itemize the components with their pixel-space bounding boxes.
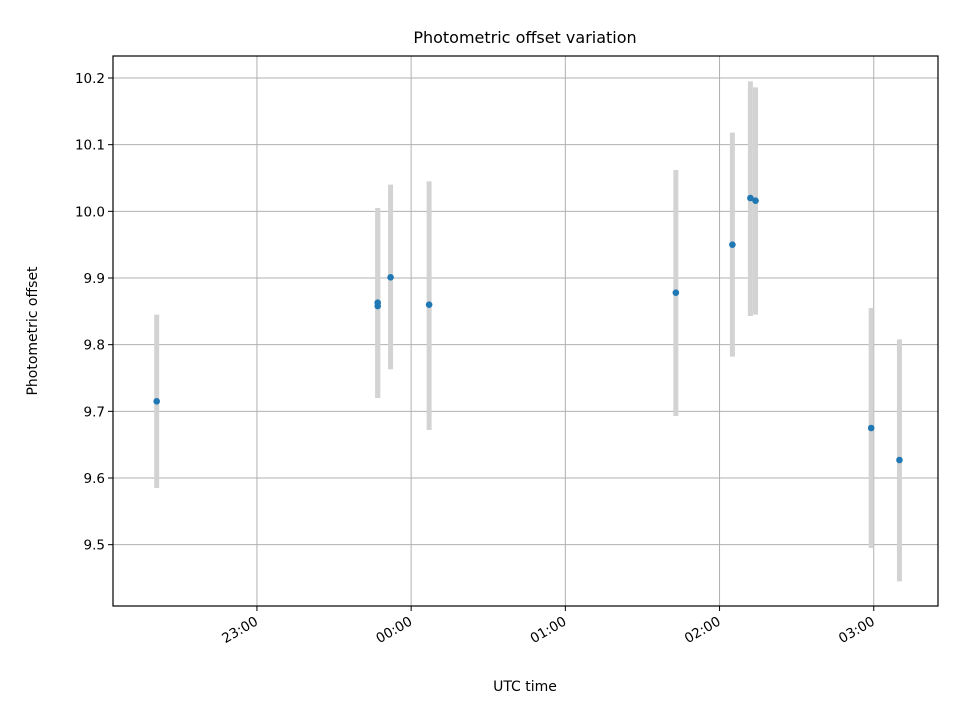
data-point xyxy=(153,398,160,405)
x-axis-label: UTC time xyxy=(493,679,557,695)
data-point xyxy=(867,424,875,432)
y-tick-label: 9.7 xyxy=(84,404,105,420)
plot-frame xyxy=(112,55,939,607)
chart-title: Photometric offset variation xyxy=(413,28,636,47)
y-axis-label: Photometric offset xyxy=(25,266,41,396)
y-tick-label: 9.6 xyxy=(84,471,105,487)
y-tick-label: 10.1 xyxy=(75,138,105,154)
y-tick-label: 10.2 xyxy=(75,71,105,87)
y-tick-label: 9.8 xyxy=(84,338,105,354)
data-point xyxy=(387,274,394,281)
data-point xyxy=(672,289,680,296)
data-point xyxy=(729,241,736,248)
y-tick-label: 9.5 xyxy=(84,538,105,554)
data-point xyxy=(747,194,754,202)
y-tick-label: 10.0 xyxy=(75,204,105,220)
data-point xyxy=(752,197,759,204)
y-axis-ticks: 9.5 9.6 9.7 9.8 9.9 10.0 10.1 10.2 xyxy=(75,71,113,554)
data-point xyxy=(896,456,903,464)
data-points xyxy=(153,194,903,464)
grid xyxy=(113,56,938,606)
data-point xyxy=(425,301,433,308)
data-point xyxy=(374,302,382,310)
y-tick-label: 9.9 xyxy=(84,271,105,287)
